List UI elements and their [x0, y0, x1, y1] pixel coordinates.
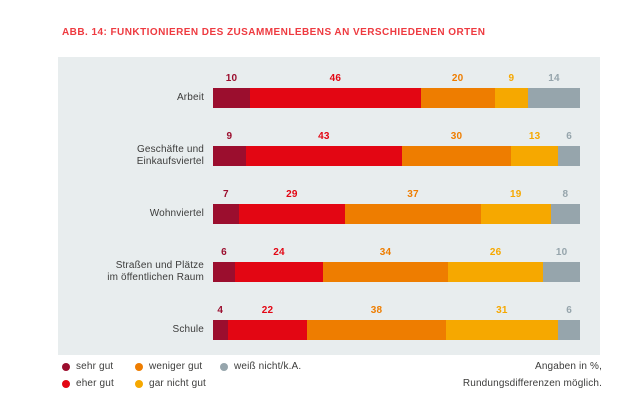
bar-value-label: 6	[221, 247, 227, 258]
bar-value-label: 4	[217, 305, 224, 316]
stacked-bar: 10 46 20 9 14	[213, 73, 581, 108]
bar-segment: 38	[307, 305, 446, 340]
bar-segment: 6	[558, 305, 580, 340]
bar-value-label: 34	[379, 247, 392, 258]
bar-value-label: 14	[548, 73, 560, 84]
bar-value-label: 19	[510, 189, 522, 200]
bar-segment: 13	[510, 131, 559, 166]
bar-value-label: 20	[451, 73, 464, 84]
legend-dot-icon	[135, 362, 143, 371]
chart-row: Arbeit 10 46 20 9 14	[58, 73, 581, 108]
chart-row: Wohnviertel 7 29 37 19 8	[58, 189, 581, 224]
bar-segment: 19	[480, 189, 551, 224]
footnote-line-1: Angaben in %,	[535, 361, 602, 372]
footnote-line-2: Rundungsdifferenzen möglich.	[462, 378, 602, 389]
chart-row: Geschäfte und Einkaufsviertel 9 43 30 13 6	[58, 131, 580, 167]
chart-row: Straßen und Plätze im öffentlichen Raum 6 2…	[58, 247, 580, 283]
bar-value-label: 10	[225, 73, 238, 84]
bar-value-label: 6	[566, 305, 572, 316]
legend-label: gar nicht gut	[149, 378, 206, 389]
bar-segment: 34	[323, 247, 448, 282]
legend-item: sehr gut	[62, 360, 135, 373]
bar-value-label: 26	[489, 247, 502, 258]
legend-dot-icon	[220, 362, 228, 371]
bar-value-label: 29	[286, 189, 298, 200]
chart-rows: Arbeit 10 46 20 9 14 Geschäfte und Einkaufsvier…	[58, 57, 600, 340]
legend-dot-icon	[135, 379, 143, 388]
bar-segment: 29	[238, 189, 346, 224]
legend-item: weniger gut	[135, 360, 220, 373]
bar-value-label: 24	[273, 247, 285, 258]
bar-segment: 22	[227, 305, 308, 340]
stacked-bar: 9 43 30 13 6	[213, 131, 580, 166]
bar-segment: 14	[528, 73, 581, 108]
category-label: Schule	[172, 324, 204, 335]
stacked-bar: 7 29 37 19 8	[213, 189, 581, 224]
bar-segment: 26	[447, 247, 544, 282]
bar-segment: 10	[213, 73, 251, 108]
bar-segment: 46	[250, 73, 421, 108]
bar-segment: 8	[550, 189, 581, 224]
bar-segment: 6	[558, 131, 580, 166]
bar-value-label: 37	[407, 189, 419, 200]
chart-row: Schule 4 22 38 31 6	[58, 305, 580, 340]
legend-dot-icon	[62, 379, 70, 388]
footnote: Angaben in %, Rundungsdifferenzen möglic…	[463, 358, 602, 392]
bar-value-label: 30	[450, 131, 463, 142]
bar-value-label: 22	[261, 305, 274, 316]
bar-value-label: 6	[566, 131, 572, 142]
bar-segment: 31	[445, 305, 559, 340]
bar-value-label: 7	[222, 189, 229, 200]
bar-segment: 37	[345, 189, 481, 224]
figure-title: ABB. 14: FUNKTIONIEREN DES ZUSAMMENLEBEN…	[62, 27, 486, 38]
legend-label: weiß nicht/k.A.	[234, 361, 302, 372]
bar-segment: 7	[213, 189, 239, 224]
bar-segment: 43	[245, 131, 402, 166]
bar-value-label: 43	[318, 131, 330, 142]
bar-value-label: 9	[508, 73, 515, 84]
legend-label: weniger gut	[149, 361, 203, 372]
bar-value-label: 46	[329, 73, 342, 84]
category-label: Arbeit	[176, 92, 204, 103]
category-label: Geschäfte und Einkaufsviertel	[136, 144, 204, 167]
legend-column: sehr gut eher gut	[62, 360, 135, 394]
chart-legend: sehr gut eher gut weniger gut gar nicht gut…	[62, 360, 301, 394]
bar-segment: 9	[213, 131, 246, 166]
bar-segment: 6	[213, 247, 236, 282]
bar-value-label: 31	[496, 305, 508, 316]
category-label: Straßen und Plätze im öffentlichen Raum	[107, 260, 204, 283]
bar-value-label: 9	[226, 131, 233, 142]
legend-item: gar nicht gut	[135, 377, 220, 390]
bar-segment: 10	[543, 247, 580, 282]
chart-panel: Arbeit 10 46 20 9 14 Geschäfte und Einkaufsvier…	[58, 57, 600, 355]
bar-segment: 30	[401, 131, 511, 166]
bar-segment: 24	[235, 247, 324, 282]
bar-segment: 20	[420, 73, 495, 108]
legend-column: weiß nicht/k.A.	[220, 360, 301, 394]
legend-item: weiß nicht/k.A.	[220, 360, 301, 373]
bar-segment: 9	[494, 73, 529, 108]
bar-value-label: 10	[555, 247, 568, 258]
bar-value-label: 8	[562, 189, 569, 200]
category-label: Wohnviertel	[149, 208, 204, 219]
bar-value-label: 38	[370, 305, 383, 316]
stacked-bar: 4 22 38 31 6	[213, 305, 580, 340]
legend-dot-icon	[62, 362, 70, 371]
bar-segment: 4	[213, 305, 228, 340]
stacked-bar: 6 24 34 26 10	[213, 247, 580, 282]
bar-value-label: 13	[528, 131, 541, 142]
legend-label: eher gut	[76, 378, 114, 389]
legend-label: sehr gut	[76, 361, 114, 372]
legend-column: weniger gut gar nicht gut	[135, 360, 220, 394]
legend-item: eher gut	[62, 377, 135, 390]
